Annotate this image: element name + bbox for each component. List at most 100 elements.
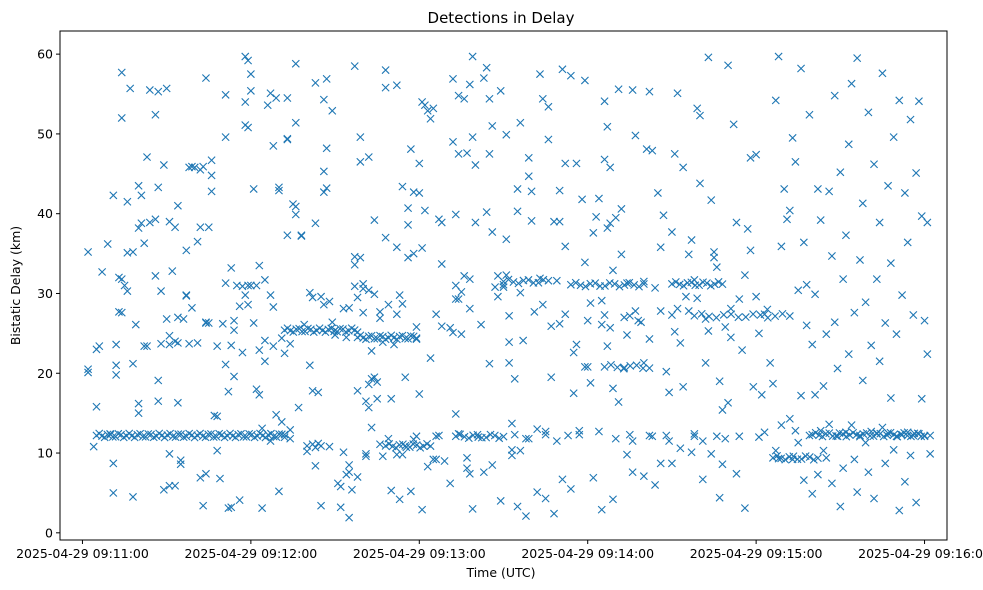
data-point — [317, 441, 326, 450]
data-point — [802, 321, 811, 330]
data-point — [266, 291, 275, 300]
data-point — [811, 428, 820, 437]
data-point — [488, 228, 497, 237]
data-point — [423, 439, 432, 448]
data-point — [808, 489, 817, 498]
data-point — [597, 320, 606, 329]
data-point — [858, 376, 867, 385]
data-point — [583, 316, 592, 325]
data-point — [673, 304, 682, 313]
data-point — [193, 237, 202, 246]
data-point — [836, 502, 845, 511]
data-point — [92, 402, 101, 411]
data-point — [418, 244, 427, 252]
data-point — [768, 379, 777, 388]
data-point — [581, 282, 590, 291]
data-point — [221, 90, 230, 99]
data-point — [789, 452, 798, 461]
data-point — [260, 275, 269, 284]
data-point — [544, 135, 553, 144]
data-point — [145, 218, 154, 227]
data-point — [98, 267, 107, 276]
data-point — [780, 184, 789, 193]
data-point — [673, 89, 682, 98]
data-point — [364, 332, 373, 341]
data-point — [679, 382, 688, 391]
data-point — [906, 115, 915, 124]
data-point — [603, 342, 612, 351]
data-point — [861, 298, 870, 307]
data-point — [499, 432, 508, 441]
data-point — [732, 218, 741, 227]
data-point — [550, 217, 559, 226]
data-point — [693, 294, 702, 303]
data-point — [519, 336, 528, 345]
data-point — [406, 145, 415, 154]
data-point — [684, 307, 693, 316]
data-point — [600, 155, 609, 164]
data-point — [353, 472, 362, 481]
data-point — [830, 91, 839, 100]
data-point — [552, 276, 561, 285]
data-point — [628, 468, 637, 477]
data-point — [819, 446, 828, 455]
data-point — [361, 449, 370, 458]
y-axis-label: Bistatic Delay (km) — [8, 226, 23, 345]
data-point — [429, 455, 438, 464]
data-point — [317, 292, 326, 301]
data-point — [280, 433, 289, 442]
data-point — [496, 86, 505, 95]
data-point — [667, 228, 676, 237]
data-point — [154, 376, 163, 385]
data-point — [642, 145, 651, 154]
data-point — [639, 364, 648, 373]
data-point — [171, 481, 180, 490]
data-point — [353, 293, 362, 302]
data-point — [507, 451, 516, 460]
data-point — [809, 455, 818, 464]
data-point — [485, 359, 494, 368]
data-point — [176, 460, 185, 469]
data-point — [603, 224, 612, 233]
data-point — [634, 282, 643, 291]
data-point — [746, 153, 755, 162]
data-point — [541, 427, 550, 436]
data-point — [721, 322, 730, 331]
data-point — [415, 188, 424, 197]
data-point — [207, 171, 216, 180]
data-point — [473, 430, 482, 439]
data-point — [328, 106, 337, 115]
data-point — [794, 286, 803, 295]
data-point — [404, 204, 413, 213]
data-point — [544, 276, 553, 285]
data-point — [437, 322, 446, 331]
data-point — [328, 318, 337, 327]
data-point — [137, 191, 146, 200]
data-point — [460, 94, 469, 103]
data-point — [828, 432, 837, 441]
data-point — [752, 150, 761, 159]
data-point — [620, 313, 629, 322]
data-point — [656, 459, 665, 468]
data-point — [157, 339, 166, 348]
data-point — [724, 61, 733, 70]
data-point — [791, 157, 800, 166]
data-point — [215, 429, 224, 438]
data-point — [468, 133, 477, 142]
data-point — [356, 133, 365, 142]
data-point — [505, 358, 514, 367]
data-point — [785, 312, 794, 321]
data-point — [123, 197, 132, 206]
data-point — [336, 503, 345, 512]
data-point — [322, 74, 331, 83]
data-point — [402, 443, 411, 452]
data-point — [903, 238, 912, 247]
data-point — [311, 78, 320, 87]
data-point — [168, 432, 177, 441]
data-point — [648, 146, 657, 155]
data-point — [454, 295, 463, 304]
data-point — [404, 220, 413, 229]
data-point — [145, 86, 154, 95]
data-point — [656, 243, 665, 252]
data-point — [201, 469, 210, 478]
